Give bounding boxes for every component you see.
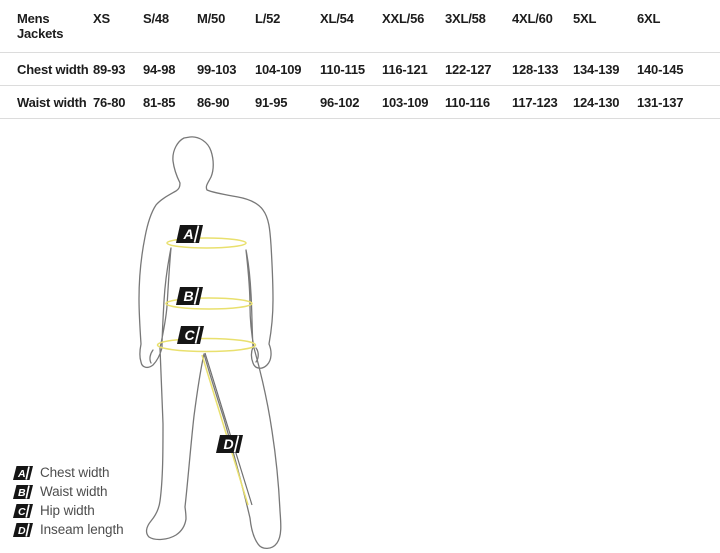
size-column-header: XL/54 (320, 11, 354, 26)
size-column-header: L/52 (255, 11, 281, 26)
svg-text:A: A (17, 468, 26, 480)
legend-label: Inseam length (40, 521, 124, 537)
size-cell: 96-102 (320, 94, 360, 110)
svg-text:B: B (184, 288, 194, 304)
measurement-legend: A Chest width B Waist width C Hip width (13, 463, 124, 539)
svg-text:C: C (18, 506, 26, 518)
left-thumb-line (149, 349, 154, 364)
size-column-header: XXL/56 (382, 11, 425, 26)
measurement-row-label: Chest width (17, 61, 89, 77)
size-cell: 104-109 (255, 61, 302, 77)
size-cell: 140-145 (637, 61, 684, 77)
size-column-header: 3XL/58 (445, 11, 486, 26)
legend-item-hip: C Hip width (13, 501, 124, 520)
size-column-header: 5XL (573, 11, 597, 26)
size-cell: 94-98 (143, 61, 176, 77)
measurement-row-label: Waist width (17, 94, 87, 110)
size-column-header: 6XL (637, 11, 661, 26)
size-chart-table: Mens Jackets XS S/48 M/50 L/52 XL/54 XXL… (0, 0, 720, 119)
size-cell: 128-133 (512, 61, 559, 77)
waist-width-row: Waist width 76-80 81-85 86-90 91-95 96-1… (0, 86, 720, 119)
legend-label: Hip width (40, 502, 95, 518)
svg-text:C: C (185, 327, 196, 343)
size-cell: 110-116 (445, 94, 490, 110)
size-chart-header-row: Mens Jackets XS S/48 M/50 L/52 XL/54 XXL… (0, 0, 720, 53)
body-outline (138, 136, 282, 550)
marker-badge-c: C (177, 326, 204, 344)
size-cell: 131-137 (637, 94, 684, 110)
inseam-measure-line-yellow (201, 354, 249, 506)
legend-item-waist: B Waist width (13, 482, 124, 501)
legend-badge-c-icon: C (13, 503, 33, 518)
svg-text:D: D (224, 436, 234, 452)
legend-item-chest: A Chest width (13, 463, 124, 482)
chest-measure-ellipse (166, 237, 247, 249)
size-cell: 124-130 (573, 94, 620, 110)
size-column-header: XS (93, 11, 110, 26)
size-column-header: S/48 (143, 11, 169, 26)
svg-text:B: B (18, 487, 26, 499)
inseam-measure-line (204, 352, 253, 506)
size-cell: 116-121 (382, 61, 428, 77)
size-cell: 76-80 (93, 94, 126, 110)
waist-measure-ellipse (165, 297, 253, 310)
size-cell: 117-123 (512, 94, 558, 110)
chest-width-row: Chest width 89-93 94-98 99-103 104-109 1… (0, 53, 720, 86)
legend-item-inseam: D Inseam length (13, 520, 124, 539)
marker-badge-a: A (176, 225, 203, 243)
right-thumb-line (255, 347, 259, 363)
size-cell: 134-139 (573, 61, 620, 77)
size-cell: 122-127 (445, 61, 492, 77)
svg-text:A: A (183, 226, 194, 242)
size-cell: 89-93 (93, 61, 126, 77)
legend-badge-a-icon: A (13, 465, 33, 480)
size-cell: 81-85 (143, 94, 176, 110)
legend-badge-d-icon: D (13, 522, 33, 537)
marker-badge-d: D (216, 435, 243, 453)
size-cell: 91-95 (255, 94, 288, 110)
size-cell: 99-103 (197, 61, 237, 77)
product-title: Mens Jackets (17, 11, 64, 41)
size-cell: 110-115 (320, 61, 365, 77)
size-cell: 86-90 (197, 94, 230, 110)
svg-text:D: D (18, 525, 26, 537)
size-column-header: 4XL/60 (512, 11, 553, 26)
legend-label: Chest width (40, 464, 110, 480)
hip-measure-ellipse (156, 337, 257, 353)
size-cell: 103-109 (382, 94, 429, 110)
legend-badge-b-icon: B (13, 484, 33, 499)
marker-badge-b: B (176, 287, 203, 305)
legend-label: Waist width (40, 483, 108, 499)
size-column-header: M/50 (197, 11, 226, 26)
